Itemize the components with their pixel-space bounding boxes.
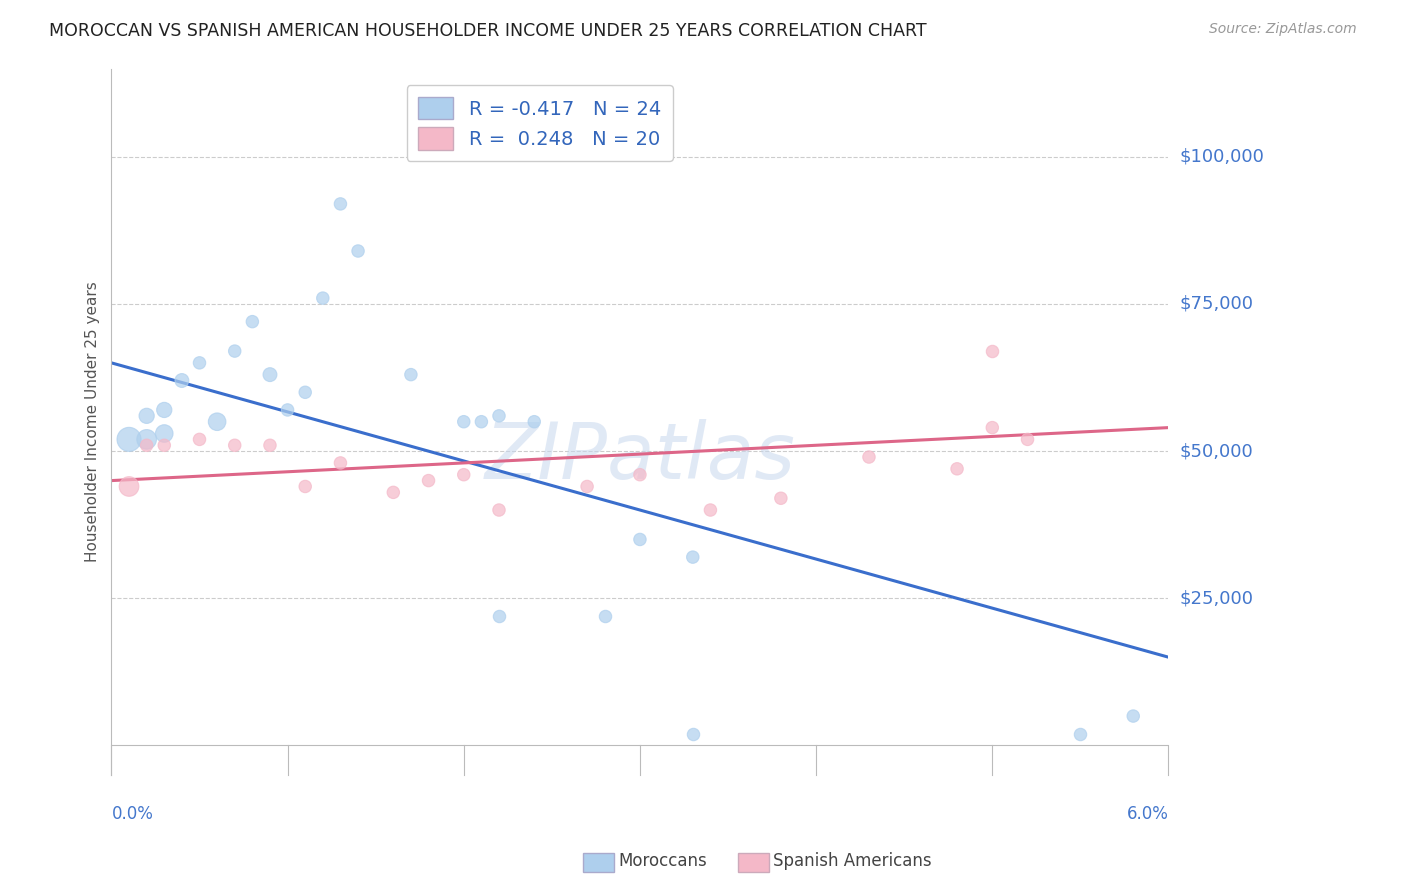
Point	[259, 368, 281, 382]
Point	[188, 433, 211, 447]
Point	[628, 467, 651, 482]
Point	[135, 433, 157, 447]
Text: 0.0%: 0.0%	[111, 805, 153, 823]
Point	[135, 438, 157, 452]
Y-axis label: Householder Income Under 25 years: Householder Income Under 25 years	[86, 281, 100, 562]
Point	[628, 533, 651, 547]
Point	[488, 409, 510, 423]
Text: ZIPatlas: ZIPatlas	[485, 419, 796, 495]
Point	[1122, 709, 1144, 723]
Point	[224, 438, 246, 452]
Point	[224, 344, 246, 359]
Text: $50,000: $50,000	[1180, 442, 1253, 460]
Point	[294, 385, 316, 400]
Point	[470, 415, 492, 429]
Point	[277, 403, 299, 417]
Point	[769, 491, 792, 506]
Point	[240, 315, 263, 329]
Point	[205, 415, 228, 429]
Point	[946, 462, 969, 476]
Text: $25,000: $25,000	[1180, 590, 1254, 607]
Point	[1069, 727, 1091, 741]
Point	[399, 368, 422, 382]
Point	[488, 503, 510, 517]
Point	[453, 467, 475, 482]
Text: 6.0%: 6.0%	[1126, 805, 1168, 823]
Text: $75,000: $75,000	[1180, 295, 1254, 313]
Point	[153, 426, 176, 441]
Point	[981, 344, 1004, 359]
Point	[981, 420, 1004, 434]
Point	[294, 479, 316, 493]
Text: Spanish Americans: Spanish Americans	[773, 852, 932, 870]
Point	[347, 244, 370, 258]
Point	[858, 450, 880, 464]
Point	[153, 438, 176, 452]
Point	[118, 433, 141, 447]
Point	[488, 609, 510, 624]
Point	[118, 479, 141, 493]
Point	[418, 474, 440, 488]
Point	[576, 479, 599, 493]
Text: Moroccans: Moroccans	[619, 852, 707, 870]
Point	[259, 438, 281, 452]
Point	[1017, 433, 1039, 447]
Point	[170, 374, 193, 388]
Point	[593, 609, 616, 624]
Text: MOROCCAN VS SPANISH AMERICAN HOUSEHOLDER INCOME UNDER 25 YEARS CORRELATION CHART: MOROCCAN VS SPANISH AMERICAN HOUSEHOLDER…	[49, 22, 927, 40]
Point	[382, 485, 405, 500]
Point	[523, 415, 546, 429]
Point	[135, 409, 157, 423]
Text: $100,000: $100,000	[1180, 148, 1264, 166]
Point	[312, 291, 335, 305]
Point	[153, 403, 176, 417]
Point	[329, 456, 352, 470]
Point	[453, 415, 475, 429]
Text: Source: ZipAtlas.com: Source: ZipAtlas.com	[1209, 22, 1357, 37]
Point	[682, 727, 704, 741]
Point	[699, 503, 721, 517]
Point	[188, 356, 211, 370]
Point	[682, 550, 704, 565]
Legend: R = -0.417   N = 24, R =  0.248   N = 20: R = -0.417 N = 24, R = 0.248 N = 20	[406, 86, 672, 161]
Point	[329, 197, 352, 211]
